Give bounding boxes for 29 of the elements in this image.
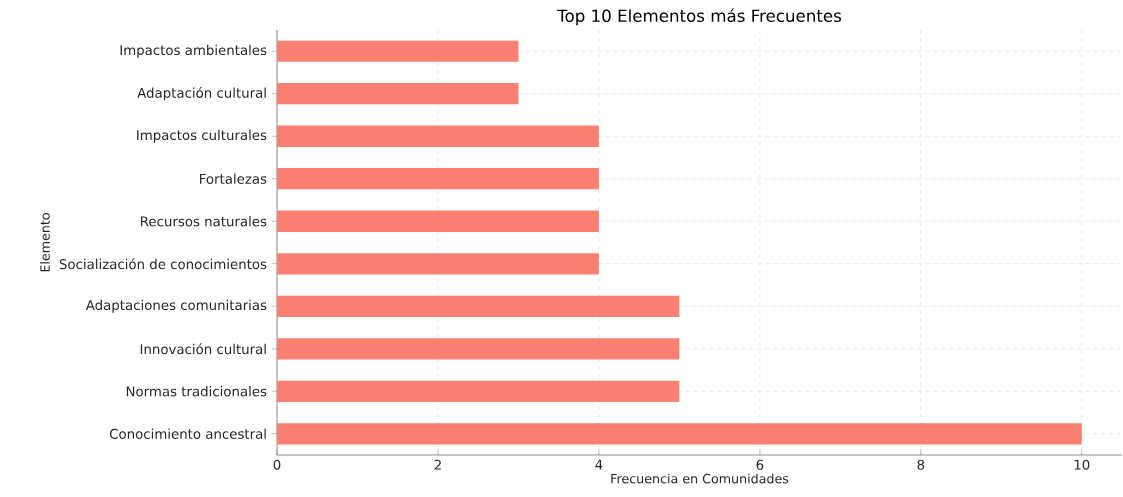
- bar: [277, 168, 599, 190]
- bar: [277, 338, 680, 360]
- y-tick-label: Normas tradicionales: [126, 386, 267, 397]
- bar: [277, 253, 599, 275]
- x-tick-label: 10: [1074, 459, 1090, 470]
- y-tick-label: Fortalezas: [200, 173, 267, 184]
- y-tick-label: Socialización de conocimientos: [59, 258, 267, 270]
- y-tick-label: Impactos ambientales: [120, 44, 267, 58]
- bar: [277, 295, 680, 317]
- y-tick-label: Adaptaciones comunitarias: [85, 299, 267, 313]
- x-tick-label: 6: [756, 459, 764, 470]
- y-axis-title: Elemento: [40, 213, 50, 272]
- y-tick-label: Conocimiento ancestral: [109, 428, 266, 439]
- x-tick-label: 8: [917, 459, 925, 470]
- x-axis-title: Frecuencia en Comunidades: [611, 473, 789, 484]
- y-tick-label: Adaptación cultural: [137, 87, 266, 101]
- x-tick-label: 2: [434, 459, 441, 470]
- chart-title: Top 10 Elementos más Frecuentes: [557, 8, 842, 26]
- x-tick-label: 4: [595, 459, 603, 470]
- bar: [277, 210, 599, 232]
- y-tick-label: Innovación cultural: [140, 343, 266, 355]
- bar: [277, 380, 680, 402]
- x-tick-label: 0: [273, 459, 281, 470]
- bar: [277, 423, 1082, 445]
- y-tick-label: Impactos culturales: [137, 129, 267, 143]
- bar: [277, 40, 519, 62]
- y-tick-label: Recursos naturales: [141, 216, 267, 227]
- bar: [277, 125, 599, 147]
- bar: [277, 83, 519, 105]
